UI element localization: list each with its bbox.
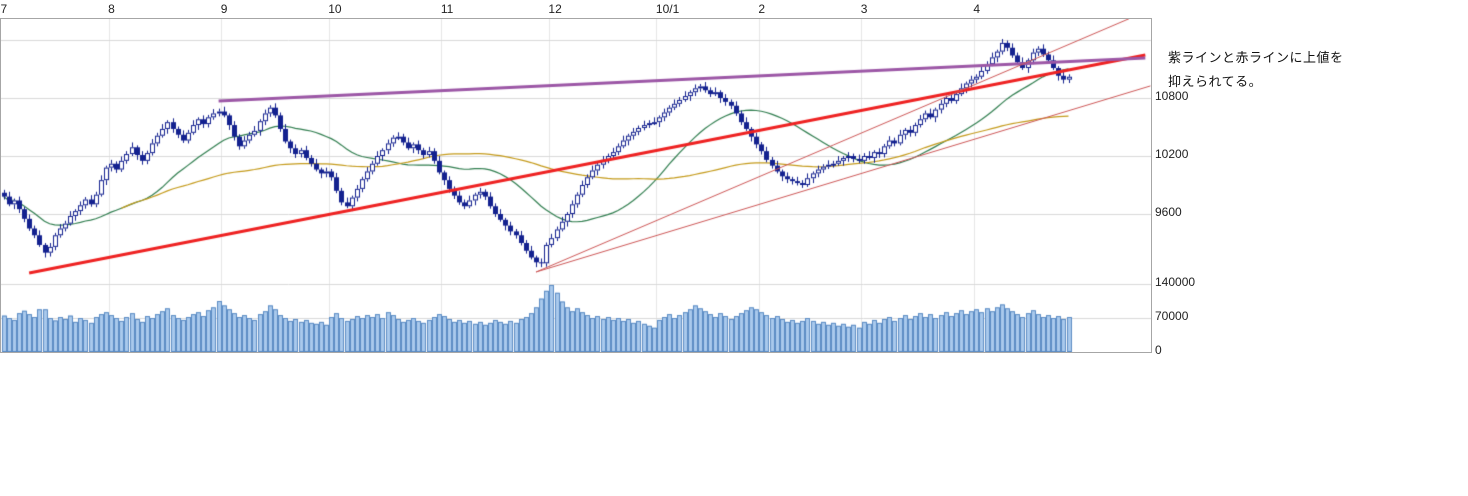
y-axis-label: 70000 — [1155, 309, 1189, 323]
y-axis-label: 9600 — [1155, 205, 1182, 219]
x-axis-label: 10 — [328, 2, 342, 16]
x-axis-label: 4 — [973, 2, 981, 16]
x-axis-label: 9 — [220, 2, 228, 16]
x-axis-label: 3 — [860, 2, 868, 16]
y-axis-label: 10800 — [1155, 89, 1189, 103]
annotation-line-1: 紫ラインと赤ラインに上値を — [1168, 50, 1344, 65]
x-axis-label: 7 — [0, 2, 8, 16]
x-axis-label: 10/1 — [655, 2, 680, 16]
y-axis-label: 0 — [1155, 343, 1162, 357]
x-axis-label: 8 — [108, 2, 115, 16]
y-axis-label: 140000 — [1155, 275, 1196, 289]
annotation-line-2: 抑えられてる。 — [1168, 74, 1263, 89]
x-axis-label: 11 — [440, 2, 454, 16]
annotation-text: 紫ラインと赤ラインに上値を 抑えられてる。 — [1168, 46, 1344, 94]
x-axis-label: 12 — [548, 2, 562, 16]
x-axis-label: 2 — [758, 2, 765, 16]
candlestick-chart-canvas — [0, 18, 1152, 353]
y-axis-label: 10200 — [1155, 147, 1189, 161]
